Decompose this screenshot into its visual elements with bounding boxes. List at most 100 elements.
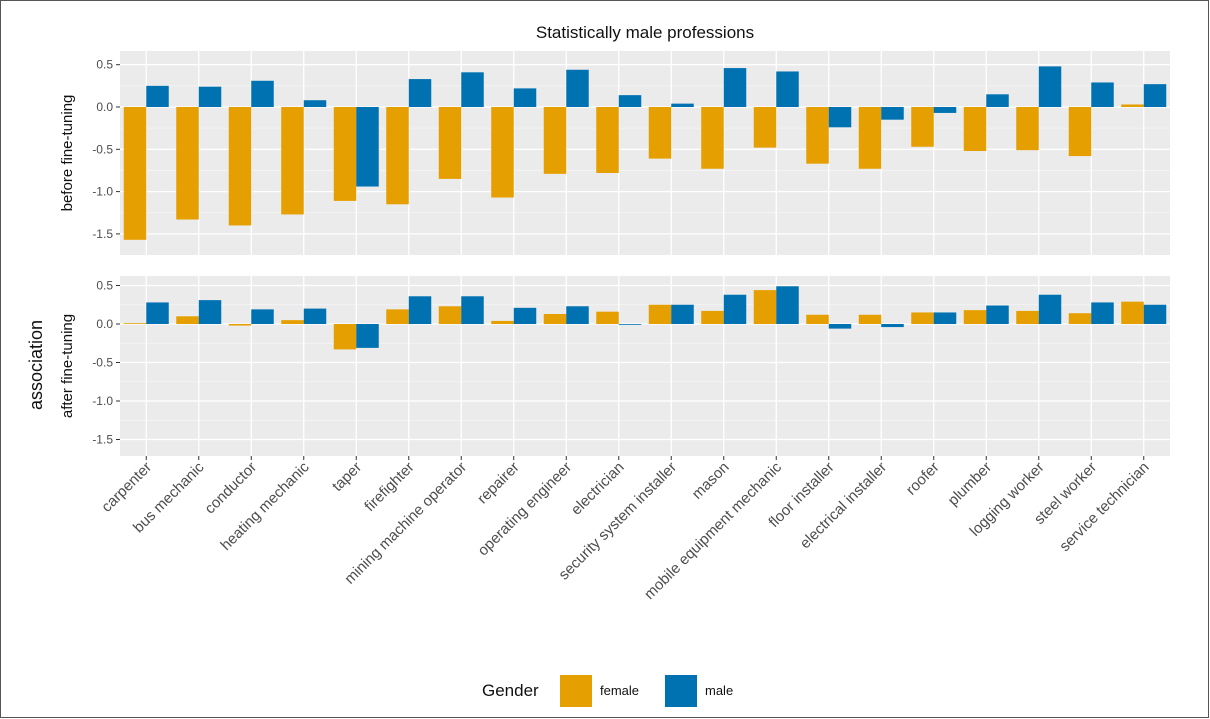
y-tick-label: 0.5 xyxy=(96,58,113,72)
bar-female xyxy=(964,310,987,324)
bar-female xyxy=(649,305,672,324)
y-tick-label: -1.5 xyxy=(92,227,113,241)
bar-male xyxy=(514,308,537,324)
bar-male xyxy=(146,86,169,107)
bar-female xyxy=(754,107,777,148)
y-tick-label: -1.5 xyxy=(92,433,113,447)
x-tick-label: roofer xyxy=(903,459,943,499)
bar-male xyxy=(881,107,904,120)
bar-female xyxy=(859,315,882,324)
bar-female xyxy=(806,315,829,324)
bar-male xyxy=(986,94,1009,107)
y-tick-label: 0.5 xyxy=(96,279,113,293)
bar-male xyxy=(409,79,432,107)
legend-label-male: male xyxy=(705,683,733,698)
panel-background xyxy=(120,276,1170,456)
y-tick-label: -0.5 xyxy=(92,356,113,370)
bar-male xyxy=(566,70,589,107)
bar-female xyxy=(1121,302,1144,324)
legend-swatch-female xyxy=(560,675,592,707)
x-tick-label: repairer xyxy=(474,459,523,508)
bar-female xyxy=(1121,104,1144,107)
bar-male xyxy=(1144,305,1167,324)
panel-label: after fine-tuning xyxy=(59,314,76,418)
bar-male xyxy=(1144,84,1167,107)
bar-male xyxy=(829,107,852,127)
bar-male xyxy=(986,306,1009,324)
bar-male xyxy=(1039,295,1062,324)
bar-female xyxy=(334,324,357,349)
bar-female xyxy=(176,316,199,324)
bar-female xyxy=(1069,313,1092,324)
bar-male xyxy=(146,302,169,324)
bar-female xyxy=(491,321,514,324)
y-tick-label: -1.0 xyxy=(92,394,113,408)
bar-female xyxy=(1069,107,1092,156)
bar-female xyxy=(754,290,777,324)
bar-female xyxy=(439,107,462,179)
bar-male xyxy=(671,305,694,324)
bar-female xyxy=(386,309,409,324)
bar-female xyxy=(806,107,829,164)
bar-male xyxy=(934,312,957,324)
bar-male xyxy=(461,296,484,324)
bar-male xyxy=(356,107,379,187)
bar-female xyxy=(649,107,672,159)
chart-title: Statistically male professions xyxy=(536,23,754,42)
bar-female xyxy=(964,107,987,151)
bar-female xyxy=(491,107,514,198)
bar-female xyxy=(859,107,882,169)
x-tick-label: operating engineer xyxy=(475,459,575,559)
bar-female xyxy=(124,107,147,240)
bar-male xyxy=(776,286,799,324)
bar-male xyxy=(881,324,904,327)
bar-female xyxy=(281,107,304,214)
y-tick-label: 0.0 xyxy=(96,100,113,114)
bar-male xyxy=(1039,66,1062,107)
panel-background xyxy=(120,51,1170,255)
y-tick-label: -1.0 xyxy=(92,185,113,199)
bar-female xyxy=(334,107,357,201)
y-tick-label: 0.0 xyxy=(96,317,113,331)
x-tick-label: plumber xyxy=(945,459,995,509)
bar-male xyxy=(1091,302,1114,324)
bar-male xyxy=(934,107,957,113)
bar-female xyxy=(596,312,619,324)
x-tick-label: mason xyxy=(689,459,733,503)
bar-male xyxy=(671,104,694,107)
bar-male xyxy=(619,324,642,325)
bar-male xyxy=(619,95,642,107)
y-axis-label: association xyxy=(26,320,46,410)
bar-female xyxy=(176,107,199,220)
bar-female xyxy=(1016,311,1039,324)
bar-male xyxy=(724,68,747,107)
legend-title: Gender xyxy=(482,681,539,700)
bar-female xyxy=(544,314,567,324)
legend-swatch-male xyxy=(665,675,697,707)
bar-male xyxy=(461,72,484,107)
bar-female xyxy=(701,107,724,169)
bar-male xyxy=(1091,82,1114,107)
bar-female xyxy=(911,107,934,147)
bar-male xyxy=(304,100,327,107)
bar-male xyxy=(199,300,222,324)
bar-female xyxy=(281,320,304,324)
bar-female xyxy=(544,107,567,174)
bar-male xyxy=(409,296,432,324)
legend-label-female: female xyxy=(600,683,639,698)
bar-male xyxy=(356,324,379,348)
bar-female xyxy=(911,312,934,324)
bar-female xyxy=(386,107,409,204)
bar-male xyxy=(776,71,799,107)
bar-male xyxy=(304,309,327,324)
y-tick-label: -0.5 xyxy=(92,142,113,156)
bar-male xyxy=(514,88,537,107)
panel-label: before fine-tuning xyxy=(59,95,76,212)
bar-male xyxy=(251,81,274,107)
bar-female xyxy=(596,107,619,173)
x-tick-label: taper xyxy=(329,459,365,495)
bar-female xyxy=(439,306,462,324)
bar-female xyxy=(701,311,724,324)
x-tick-label: heating mechanic xyxy=(217,458,313,554)
